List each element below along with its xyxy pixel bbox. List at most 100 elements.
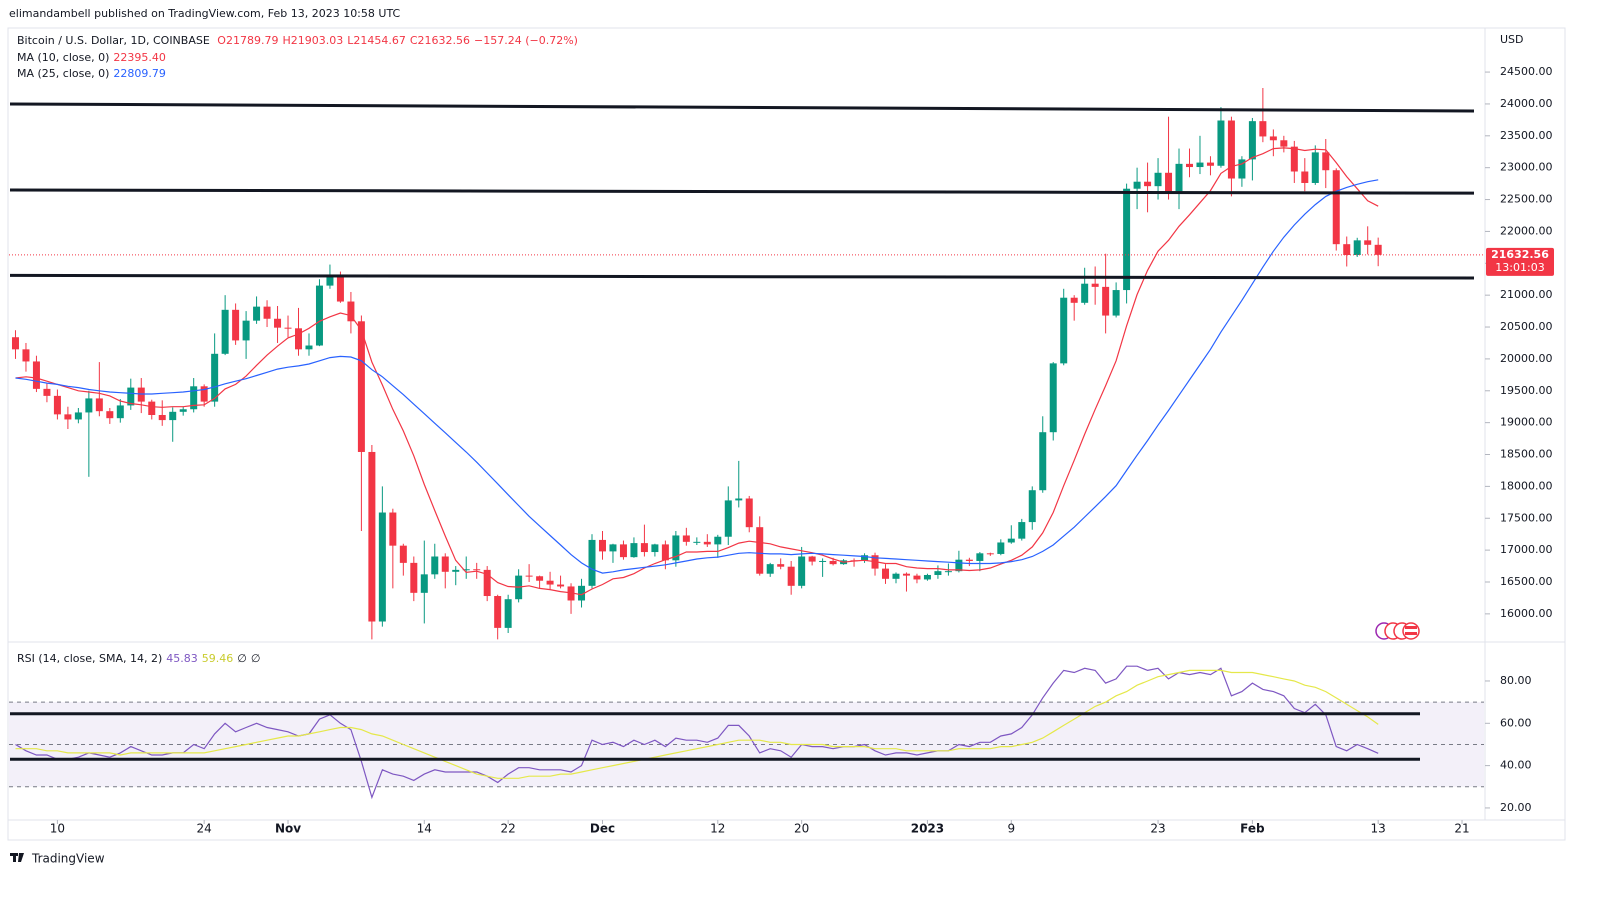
y-tick-label: 20500.00 [1500, 320, 1553, 333]
legend-name: MA (25, close, 0) [17, 67, 110, 80]
candle-body [399, 545, 407, 563]
candle-body [902, 573, 910, 576]
legend-name: MA (10, close, 0) [17, 51, 110, 64]
candle-body [682, 535, 690, 542]
header-text: elimandambell published on TradingView.c… [9, 7, 401, 20]
candle-body [536, 576, 544, 581]
x-tick-label: Feb [1240, 822, 1265, 836]
x-tick-label: 21 [1454, 822, 1469, 836]
candle-body [1343, 244, 1351, 256]
candle-body [798, 556, 806, 586]
candle-body [95, 398, 103, 412]
candle-body [274, 318, 282, 328]
candle-body [441, 556, 449, 572]
candle-body [232, 309, 240, 341]
legend-value: 59.46 [201, 652, 234, 665]
logo-part [18, 853, 24, 862]
y-tick-label: 19500.00 [1500, 384, 1553, 397]
candle-body [378, 512, 386, 622]
legend-value: 22809.79 [113, 67, 166, 80]
candle-body [609, 544, 617, 552]
candle-body [1175, 163, 1183, 192]
legend-value: 45.83 [166, 652, 198, 665]
candle-body [1227, 120, 1235, 179]
y-tick-label: 23500.00 [1500, 129, 1553, 142]
candle-body [389, 512, 397, 546]
candle-body [410, 562, 418, 593]
candle-body [661, 544, 669, 561]
ma-line [15, 179, 1379, 574]
y-tick-label: 24500.00 [1500, 65, 1553, 78]
candle-body [221, 309, 229, 354]
candle-body [64, 414, 72, 420]
ohlc-value: H21903.03 [282, 34, 344, 47]
candle-body [211, 353, 219, 402]
y-tick-label: 19000.00 [1500, 416, 1553, 429]
y-tick-label: 80.00 [1500, 674, 1532, 687]
event-icon [1402, 622, 1420, 640]
candle-body [724, 500, 732, 537]
candle-body [693, 541, 701, 543]
candle-body [672, 535, 680, 561]
brand-logo [10, 853, 24, 862]
candle-body [1133, 181, 1141, 189]
x-tick-label: Dec [590, 822, 615, 836]
candle-body [913, 575, 921, 580]
price-legend: Bitcoin / U.S. Dollar, 1D, COINBASE O217… [17, 34, 582, 47]
candle-body [462, 569, 470, 571]
candle-body [955, 559, 963, 572]
drawn-line [9, 273, 1475, 280]
x-tick-label: 12 [710, 822, 725, 836]
y-tick-label: 24000.00 [1500, 97, 1553, 110]
candle-body [253, 306, 261, 321]
candle-body [1081, 283, 1089, 303]
candle-body [1091, 283, 1099, 287]
candle-body [745, 498, 753, 528]
candle-body [1217, 120, 1225, 166]
y-tick-label: 60.00 [1500, 716, 1532, 729]
candle-body [546, 580, 554, 585]
legend-value: ∅ [250, 652, 261, 665]
candle-body [808, 556, 816, 562]
candle-body [190, 386, 198, 410]
y-tick-label: 16000.00 [1500, 607, 1553, 620]
candle-body [1280, 140, 1288, 147]
candle-body [1311, 152, 1319, 183]
candle-body [578, 585, 586, 601]
candle-body [1238, 159, 1246, 179]
y-tick-label: 18000.00 [1500, 479, 1553, 492]
x-tick-label: 10 [50, 822, 65, 836]
candle-body [1112, 290, 1120, 316]
candle-body [473, 569, 481, 571]
candle-body [420, 574, 428, 593]
logo-part [13, 853, 16, 862]
candle-body [651, 544, 659, 553]
candle-body [997, 542, 1005, 554]
candle-body [326, 276, 334, 286]
x-tick-label: 9 [1007, 822, 1015, 836]
candle-body [588, 539, 596, 586]
candle-body [106, 411, 114, 419]
candle-body [200, 386, 208, 402]
candle-body [179, 409, 187, 412]
candle-body [295, 328, 303, 350]
candle-body [735, 498, 743, 501]
candle-body [483, 569, 491, 597]
candle-body [452, 569, 460, 572]
candle-body [777, 564, 785, 567]
candle-body [923, 574, 931, 580]
candle-body [1259, 121, 1267, 137]
candle-body [630, 543, 638, 558]
drawn-line [9, 102, 1475, 113]
candle-body [1364, 240, 1372, 245]
candle-body [74, 412, 82, 420]
candle-body [892, 573, 900, 579]
candle-body [819, 560, 827, 562]
candle-body [1290, 146, 1298, 172]
y-tick-label: 16500.00 [1500, 575, 1553, 588]
ohlc-value: L21454.67 [347, 34, 406, 47]
y-tick-label: 23000.00 [1500, 161, 1553, 174]
y-tick-label: 20000.00 [1500, 352, 1553, 365]
